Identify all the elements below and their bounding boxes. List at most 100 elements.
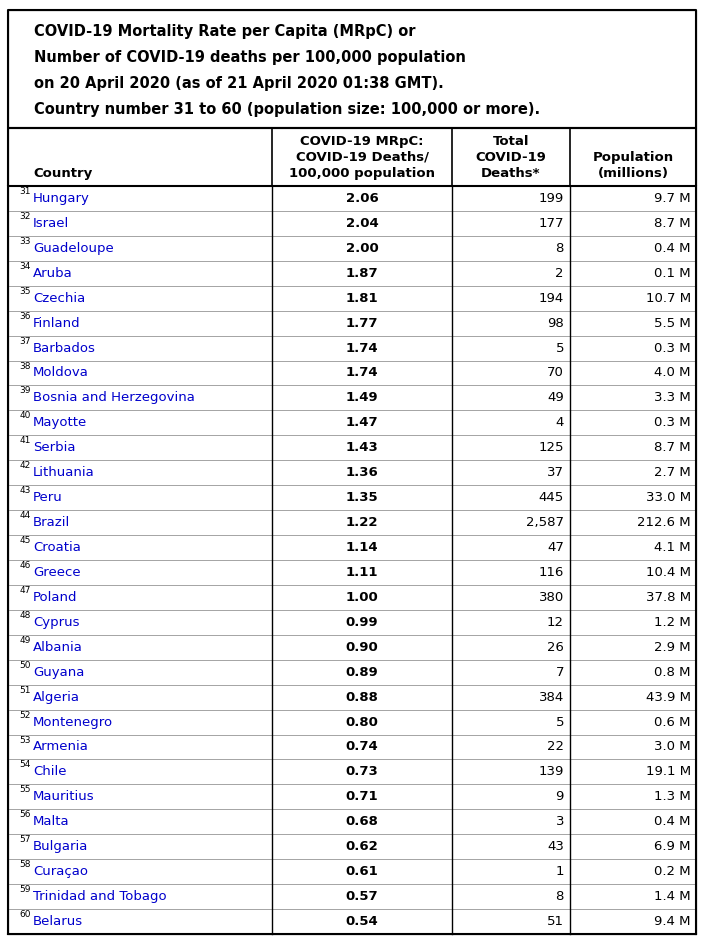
Text: 1.14: 1.14: [346, 541, 378, 554]
Text: 1.11: 1.11: [346, 566, 378, 579]
Text: 1.43: 1.43: [346, 441, 378, 454]
Text: 57: 57: [20, 836, 31, 844]
Text: 0.73: 0.73: [346, 766, 378, 778]
Text: 38: 38: [20, 362, 31, 370]
Text: 8: 8: [555, 242, 564, 255]
Text: Peru: Peru: [33, 491, 63, 504]
Text: 8: 8: [555, 890, 564, 903]
Text: 44: 44: [20, 512, 31, 520]
Text: 1.2 M: 1.2 M: [654, 616, 691, 629]
Text: Bosnia and Herzegovina: Bosnia and Herzegovina: [33, 392, 195, 404]
Text: 1.74: 1.74: [346, 366, 378, 380]
Text: 1.81: 1.81: [346, 292, 378, 304]
Text: 2.9 M: 2.9 M: [655, 641, 691, 654]
Text: 139: 139: [539, 766, 564, 778]
Text: Trinidad and Tobago: Trinidad and Tobago: [33, 890, 167, 903]
Text: 2.00: 2.00: [346, 242, 378, 255]
Text: 0.1 M: 0.1 M: [655, 267, 691, 280]
Text: 0.89: 0.89: [346, 666, 378, 678]
Text: 4.1 M: 4.1 M: [655, 541, 691, 554]
Text: 70: 70: [547, 366, 564, 380]
Text: 1.22: 1.22: [346, 516, 378, 529]
Text: 4.0 M: 4.0 M: [655, 366, 691, 380]
Text: 51: 51: [547, 915, 564, 928]
Text: 50: 50: [20, 660, 31, 670]
Text: 1.00: 1.00: [346, 591, 378, 604]
Text: 9.7 M: 9.7 M: [655, 192, 691, 205]
Text: Brazil: Brazil: [33, 516, 70, 529]
Text: Hungary: Hungary: [33, 192, 90, 205]
Text: Czechia: Czechia: [33, 292, 85, 304]
Text: Poland: Poland: [33, 591, 77, 604]
Text: 1: 1: [555, 865, 564, 878]
Text: 58: 58: [20, 860, 31, 869]
Text: Albania: Albania: [33, 641, 83, 654]
Text: 0.90: 0.90: [346, 641, 378, 654]
Text: 48: 48: [20, 610, 31, 620]
Text: 39: 39: [20, 386, 31, 396]
Text: 0.8 M: 0.8 M: [655, 666, 691, 678]
Text: Croatia: Croatia: [33, 541, 81, 554]
Text: 0.6 M: 0.6 M: [655, 716, 691, 728]
Text: Chile: Chile: [33, 766, 66, 778]
Text: 380: 380: [539, 591, 564, 604]
Text: 0.4 M: 0.4 M: [655, 815, 691, 828]
Text: 0.88: 0.88: [346, 690, 379, 704]
Text: 0.68: 0.68: [346, 815, 379, 828]
Text: 5.5 M: 5.5 M: [654, 317, 691, 330]
Text: Belarus: Belarus: [33, 915, 83, 928]
Text: 0.80: 0.80: [346, 716, 379, 728]
Text: 125: 125: [539, 441, 564, 454]
Text: 0.2 M: 0.2 M: [655, 865, 691, 878]
Text: 1.36: 1.36: [346, 466, 378, 479]
Text: 56: 56: [20, 810, 31, 820]
Text: 59: 59: [20, 885, 31, 894]
Text: 2.04: 2.04: [346, 217, 378, 230]
Text: Serbia: Serbia: [33, 441, 75, 454]
Text: 3.0 M: 3.0 M: [655, 740, 691, 754]
Text: 6.9 M: 6.9 M: [655, 840, 691, 853]
Text: 46: 46: [20, 561, 31, 570]
Text: Barbados: Barbados: [33, 342, 96, 354]
Text: COVID-19 MRpC:: COVID-19 MRpC:: [300, 135, 424, 148]
Text: 0.3 M: 0.3 M: [655, 342, 691, 354]
Text: 33.0 M: 33.0 M: [646, 491, 691, 504]
Text: 0.74: 0.74: [346, 740, 378, 754]
Text: 43: 43: [20, 486, 31, 495]
Text: Mauritius: Mauritius: [33, 790, 94, 804]
Text: 49: 49: [20, 636, 31, 645]
Text: 8.7 M: 8.7 M: [655, 441, 691, 454]
Text: 384: 384: [539, 690, 564, 704]
Text: 199: 199: [539, 192, 564, 205]
Text: 2,587: 2,587: [526, 516, 564, 529]
Text: 34: 34: [20, 262, 31, 270]
Text: 0.4 M: 0.4 M: [655, 242, 691, 255]
Text: Armenia: Armenia: [33, 740, 89, 754]
Text: 8.7 M: 8.7 M: [655, 217, 691, 230]
Text: 1.77: 1.77: [346, 317, 378, 330]
Text: 36: 36: [20, 312, 31, 320]
Text: Lithuania: Lithuania: [33, 466, 95, 479]
Text: 9.4 M: 9.4 M: [655, 915, 691, 928]
Text: 31: 31: [20, 187, 31, 196]
Text: Number of COVID-19 deaths per 100,000 population: Number of COVID-19 deaths per 100,000 po…: [34, 50, 466, 65]
Text: 12: 12: [547, 616, 564, 629]
Text: 10.7 M: 10.7 M: [646, 292, 691, 304]
Text: 37: 37: [547, 466, 564, 479]
Text: 51: 51: [20, 686, 31, 694]
Text: 3: 3: [555, 815, 564, 828]
Text: 35: 35: [20, 286, 31, 296]
Text: 10.4 M: 10.4 M: [646, 566, 691, 579]
Text: 9: 9: [555, 790, 564, 804]
Text: 194: 194: [539, 292, 564, 304]
Text: 42: 42: [20, 462, 31, 470]
Text: 55: 55: [20, 786, 31, 794]
Text: 54: 54: [20, 760, 31, 770]
Text: Total: Total: [493, 135, 529, 148]
Text: 0.3 M: 0.3 M: [655, 416, 691, 430]
Text: 45: 45: [20, 536, 31, 545]
Text: COVID-19 Deaths/: COVID-19 Deaths/: [296, 151, 429, 164]
Text: 1.3 M: 1.3 M: [654, 790, 691, 804]
Text: 2.7 M: 2.7 M: [654, 466, 691, 479]
Text: 1.74: 1.74: [346, 342, 378, 354]
